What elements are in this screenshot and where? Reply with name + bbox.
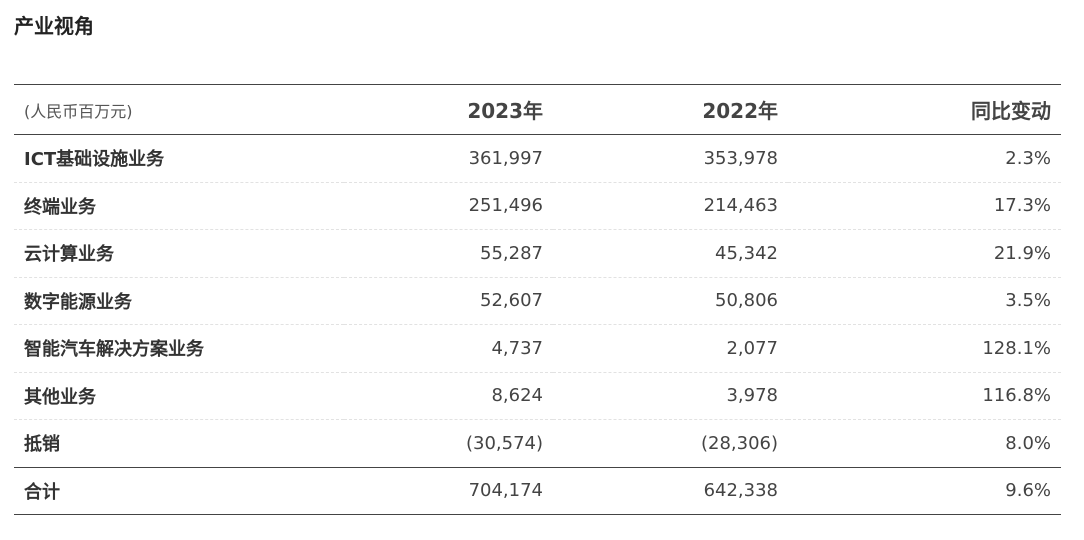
value-2023: 4,737 [344, 324, 553, 373]
table-row: 抵销 (30,574) (28,306) 8.0% [14, 419, 1061, 468]
table-row: 智能汽车解决方案业务 4,737 2,077 128.1% [14, 324, 1061, 373]
revenue-table: (人民币百万元) 2023年 2022年 同比变动 ICT基础设施业务 361,… [14, 84, 1061, 515]
total-change: 9.6% [788, 467, 1061, 515]
total-2023: 704,174 [344, 467, 553, 515]
value-2022: (28,306) [553, 419, 788, 468]
table-row: 云计算业务 55,287 45,342 21.9% [14, 229, 1061, 278]
column-header-2022: 2022年 [553, 84, 788, 135]
row-label: 数字能源业务 [14, 277, 344, 325]
value-change: 2.3% [788, 134, 1061, 183]
value-2022: 45,342 [553, 229, 788, 278]
value-change: 17.3% [788, 182, 1061, 230]
value-2022: 50,806 [553, 277, 788, 325]
value-2022: 2,077 [553, 324, 788, 373]
value-change: 21.9% [788, 229, 1061, 278]
value-2023: (30,574) [344, 419, 553, 468]
value-2023: 8,624 [344, 372, 553, 420]
total-label: 合计 [14, 467, 344, 515]
value-change: 116.8% [788, 372, 1061, 420]
table-row: 终端业务 251,496 214,463 17.3% [14, 182, 1061, 230]
unit-label: (人民币百万元) [14, 84, 344, 135]
row-label: ICT基础设施业务 [14, 134, 344, 183]
section-title: 产业视角 [14, 14, 94, 38]
column-header-2023: 2023年 [344, 84, 553, 135]
row-label: 其他业务 [14, 372, 344, 420]
row-label: 智能汽车解决方案业务 [14, 324, 344, 373]
table-header-row: (人民币百万元) 2023年 2022年 同比变动 [14, 84, 1061, 135]
value-2022: 214,463 [553, 182, 788, 230]
row-label: 抵销 [14, 419, 344, 468]
value-change: 8.0% [788, 419, 1061, 468]
value-change: 3.5% [788, 277, 1061, 325]
value-change: 128.1% [788, 324, 1061, 373]
row-label: 云计算业务 [14, 229, 344, 278]
total-row: 合计 704,174 642,338 9.6% [14, 467, 1061, 515]
value-2023: 52,607 [344, 277, 553, 325]
table-row: ICT基础设施业务 361,997 353,978 2.3% [14, 134, 1061, 183]
value-2022: 353,978 [553, 134, 788, 183]
total-2022: 642,338 [553, 467, 788, 515]
table-row: 其他业务 8,624 3,978 116.8% [14, 372, 1061, 420]
table-row: 数字能源业务 52,607 50,806 3.5% [14, 277, 1061, 325]
column-header-change: 同比变动 [788, 84, 1061, 135]
value-2023: 55,287 [344, 229, 553, 278]
row-label: 终端业务 [14, 182, 344, 230]
value-2023: 361,997 [344, 134, 553, 183]
value-2023: 251,496 [344, 182, 553, 230]
value-2022: 3,978 [553, 372, 788, 420]
